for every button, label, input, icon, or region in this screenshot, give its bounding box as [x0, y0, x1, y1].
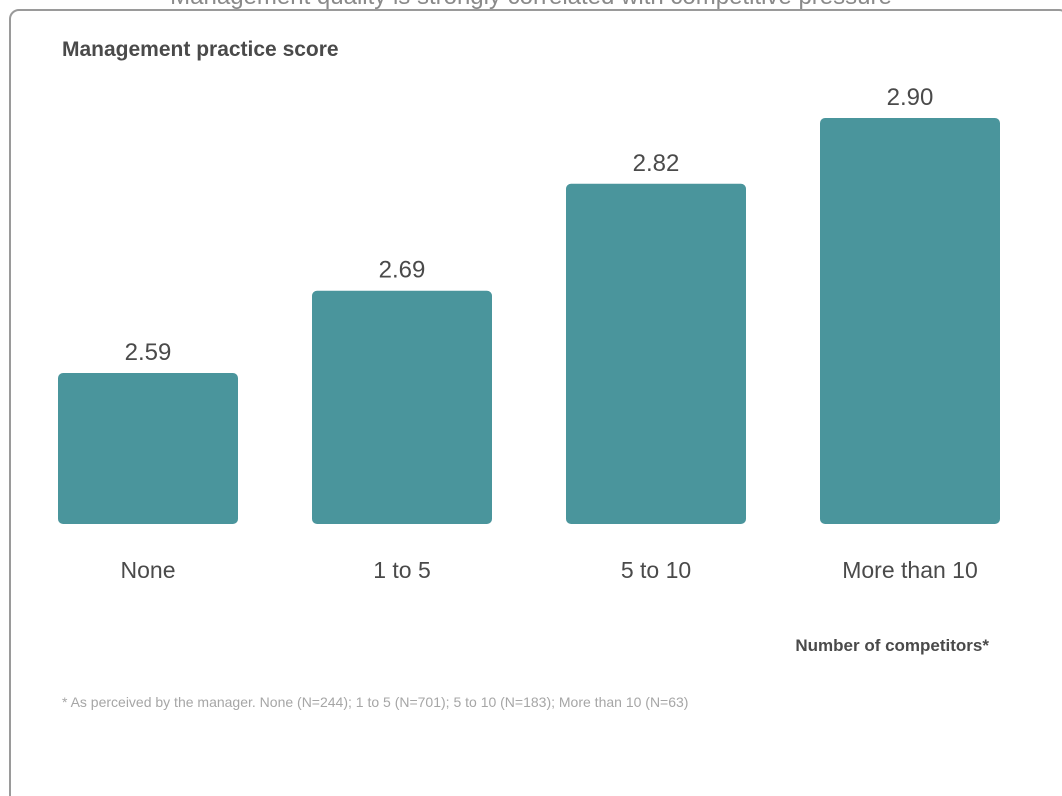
value-label: 2.90	[887, 84, 934, 111]
value-label: 2.82	[633, 150, 680, 177]
value-label: 2.69	[379, 257, 426, 284]
category-label: More than 10	[842, 557, 978, 583]
chart-panel	[9, 9, 1062, 796]
footnote: * As perceived by the manager. None (N=2…	[62, 694, 689, 710]
category-label: 1 to 5	[373, 557, 431, 583]
bar-1-to-5	[312, 290, 492, 524]
category-label: 5 to 10	[621, 557, 691, 583]
bar-none	[58, 373, 238, 524]
x-axis-label: Number of competitors*	[795, 636, 989, 655]
page-title: Management quality is strongly correlate…	[0, 0, 1062, 12]
bar-5-to-10	[566, 183, 746, 524]
chart-title: Management practice score	[62, 38, 339, 61]
category-label: None	[121, 557, 176, 583]
value-label: 2.59	[125, 339, 172, 366]
bar-more-than-10	[820, 118, 1000, 524]
